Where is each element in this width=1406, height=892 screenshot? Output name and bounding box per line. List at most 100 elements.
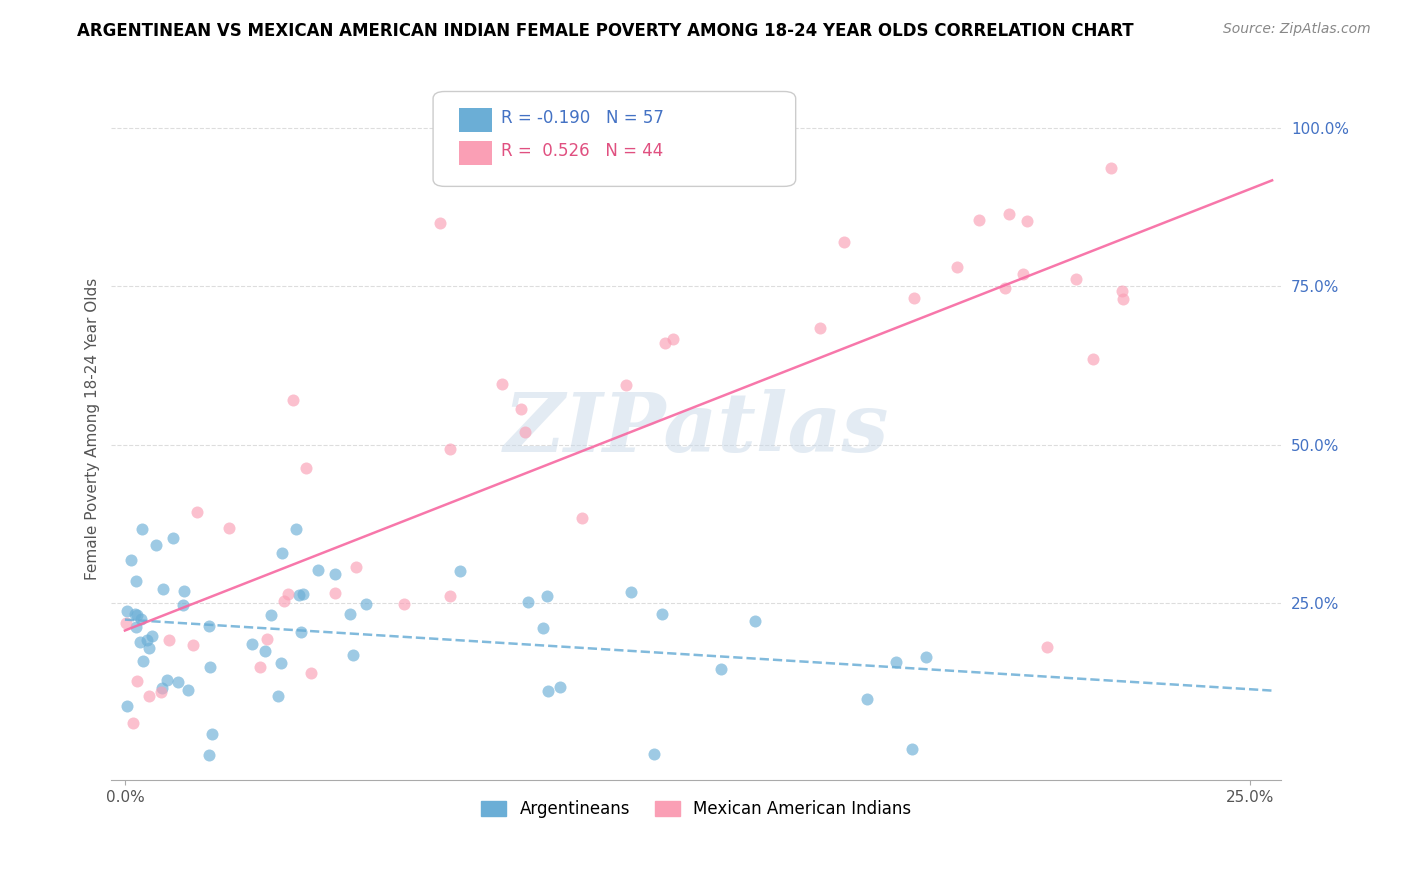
Point xyxy=(115,615,138,630)
Point xyxy=(903,291,925,305)
Point xyxy=(323,586,346,600)
Point xyxy=(344,560,367,574)
Point xyxy=(536,589,558,603)
Point xyxy=(129,612,152,626)
Point xyxy=(288,588,311,602)
Point xyxy=(997,207,1019,221)
Text: Source: ZipAtlas.com: Source: ZipAtlas.com xyxy=(1223,22,1371,37)
Point xyxy=(115,699,138,714)
Point xyxy=(253,643,276,657)
Text: R =  0.526   N = 44: R = 0.526 N = 44 xyxy=(501,142,664,161)
Point xyxy=(901,741,924,756)
Point xyxy=(197,619,219,633)
Point xyxy=(967,213,990,227)
Point xyxy=(145,538,167,552)
Point xyxy=(884,655,907,669)
Text: R = -0.190   N = 57: R = -0.190 N = 57 xyxy=(501,109,664,128)
Point xyxy=(1064,272,1087,286)
Point xyxy=(260,607,283,622)
Point xyxy=(177,683,200,698)
Point xyxy=(616,378,638,392)
Point xyxy=(342,648,364,662)
Text: ZIPatlas: ZIPatlas xyxy=(503,389,889,469)
Point xyxy=(832,235,855,249)
Point xyxy=(533,621,555,635)
Point xyxy=(946,260,969,275)
Point xyxy=(270,656,292,670)
Point xyxy=(808,321,831,335)
Point xyxy=(292,587,315,601)
Point xyxy=(339,607,361,621)
Point xyxy=(429,216,451,230)
Point xyxy=(515,425,537,439)
Point xyxy=(654,336,676,351)
Point xyxy=(510,401,533,416)
Point xyxy=(132,654,155,668)
Point xyxy=(124,607,146,621)
Point xyxy=(323,566,346,581)
Point xyxy=(281,392,304,407)
FancyBboxPatch shape xyxy=(433,92,796,186)
Point xyxy=(125,608,148,623)
Point xyxy=(1111,284,1133,298)
Point xyxy=(449,564,471,578)
Point xyxy=(915,649,938,664)
Point xyxy=(307,563,329,577)
Point xyxy=(120,553,142,567)
Point xyxy=(1017,214,1039,228)
Point xyxy=(517,595,540,609)
Point xyxy=(290,624,312,639)
Point xyxy=(710,661,733,675)
Point xyxy=(1011,267,1033,281)
Point xyxy=(256,632,278,646)
Point xyxy=(249,659,271,673)
Point xyxy=(537,683,560,698)
FancyBboxPatch shape xyxy=(458,141,492,165)
Point xyxy=(121,716,143,731)
Point xyxy=(172,599,194,613)
Point xyxy=(173,584,195,599)
Legend: Argentineans, Mexican American Indians: Argentineans, Mexican American Indians xyxy=(474,793,918,825)
Point xyxy=(643,747,665,762)
Point xyxy=(197,747,219,762)
Point xyxy=(299,665,322,680)
Point xyxy=(273,593,295,607)
Point xyxy=(157,633,180,648)
Point xyxy=(1036,640,1059,655)
Point xyxy=(138,689,160,703)
Point xyxy=(439,590,461,604)
Point xyxy=(200,727,222,741)
Point xyxy=(439,442,461,456)
Point xyxy=(115,604,138,618)
Point xyxy=(994,281,1017,295)
Point xyxy=(129,635,152,649)
Point xyxy=(620,585,643,599)
Point xyxy=(354,597,377,611)
Point xyxy=(491,377,513,392)
Point xyxy=(150,681,173,696)
Point xyxy=(181,638,204,652)
Point xyxy=(125,574,148,589)
Point xyxy=(200,660,222,674)
Point xyxy=(285,522,308,536)
Point xyxy=(855,692,877,706)
Point xyxy=(651,607,673,621)
Point xyxy=(267,689,290,703)
Point xyxy=(135,632,157,647)
Point xyxy=(125,620,148,634)
Point xyxy=(167,674,190,689)
Point xyxy=(162,532,184,546)
Point xyxy=(240,637,263,651)
Point xyxy=(156,673,179,687)
Y-axis label: Female Poverty Among 18-24 Year Olds: Female Poverty Among 18-24 Year Olds xyxy=(86,277,100,580)
Point xyxy=(392,597,415,611)
Text: ARGENTINEAN VS MEXICAN AMERICAN INDIAN FEMALE POVERTY AMONG 18-24 YEAR OLDS CORR: ARGENTINEAN VS MEXICAN AMERICAN INDIAN F… xyxy=(77,22,1135,40)
Point xyxy=(1083,352,1105,367)
Point xyxy=(141,628,163,642)
Point xyxy=(218,521,240,535)
Point xyxy=(131,522,153,536)
Point xyxy=(152,582,174,596)
Point xyxy=(571,511,593,525)
Point xyxy=(662,332,685,346)
Point xyxy=(270,546,292,560)
